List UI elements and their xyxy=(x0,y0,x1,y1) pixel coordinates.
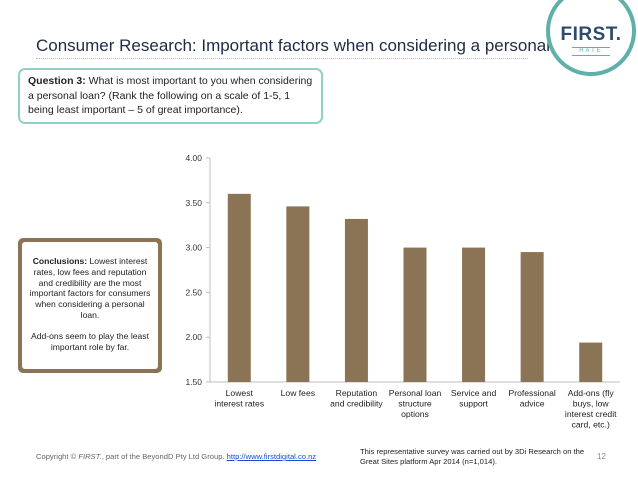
x-tick-label: Service and support xyxy=(451,388,497,409)
logo-wordmark: FIRST. xyxy=(560,24,622,45)
y-tick-label: 2.00 xyxy=(185,332,202,342)
conclusion-content: Conclusions: Lowest interest rates, low … xyxy=(22,242,158,369)
page-title: Consumer Research: Important factors whe… xyxy=(36,36,597,55)
question-box: Question 3: What is most important to yo… xyxy=(18,68,323,124)
copyright-prefix: Copyright © xyxy=(36,452,79,461)
bar xyxy=(344,218,368,382)
x-tick-label: Professional advice xyxy=(508,388,555,409)
bar xyxy=(579,342,603,382)
question-text: What is most important to you when consi… xyxy=(28,75,313,116)
logo-subtext: RATE xyxy=(572,47,610,56)
survey-note: This representative survey was carried o… xyxy=(360,447,585,466)
y-tick-label: 3.00 xyxy=(185,243,202,253)
question-label: Question 3: xyxy=(28,75,86,87)
x-tick-label: Low fees xyxy=(281,388,315,398)
title-divider xyxy=(36,58,528,59)
copyright-footer: Copyright © FIRST., part of the BeyondD … xyxy=(36,452,316,461)
conclusion-text-2: Add-ons seem to play the least important… xyxy=(31,330,149,352)
y-tick-label: 1.50 xyxy=(185,377,202,387)
x-tick-label: Personal loan structure options xyxy=(389,388,442,419)
conclusion-text: Lowest interest rates, low fees and repu… xyxy=(29,256,151,320)
bar xyxy=(403,247,427,382)
copyright-suffix: , part of the BeyondD Pty Ltd Group. xyxy=(101,452,227,461)
y-tick-label: 3.50 xyxy=(185,198,202,208)
bar xyxy=(227,193,251,382)
conclusion-box: Conclusions: Lowest interest rates, low … xyxy=(18,238,162,373)
copyright-brand: FIRST. xyxy=(78,452,102,461)
y-tick-label: 2.50 xyxy=(185,287,202,297)
y-tick-label: 4.00 xyxy=(185,153,202,163)
bar xyxy=(520,252,544,382)
conclusion-label: Conclusions: xyxy=(32,256,88,266)
page-number: 12 xyxy=(597,452,606,461)
x-tick-label: Add-ons (fly buys, low interest credit card… xyxy=(565,388,617,430)
first-rate-logo: FIRST. RATE xyxy=(546,0,636,76)
x-tick-label: Reputation and credibility xyxy=(330,388,383,409)
firstdigital-link[interactable]: http://www.firstdigital.co.nz xyxy=(226,452,317,461)
x-tick-label: Lowest interest rates xyxy=(214,388,264,409)
bar xyxy=(286,206,310,382)
bar xyxy=(462,247,486,382)
